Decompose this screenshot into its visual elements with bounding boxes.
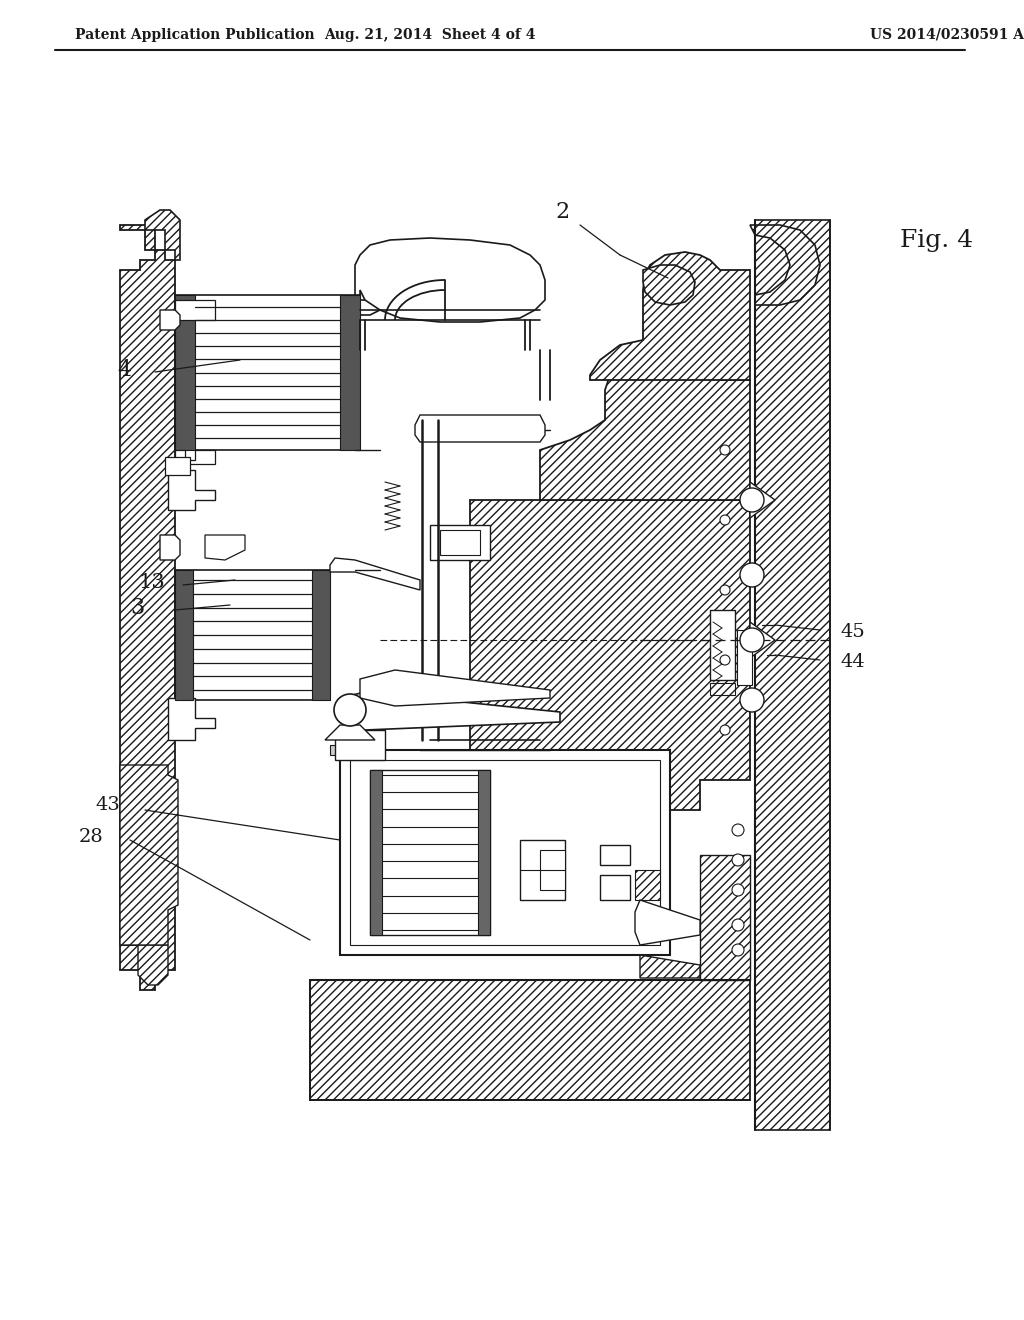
Polygon shape [168,698,215,741]
Bar [430,525,490,560]
Bar [175,570,330,700]
Text: 43: 43 [95,796,120,814]
Text: US 2014/0230591 A1: US 2014/0230591 A1 [870,28,1024,42]
Bar [350,760,660,945]
Circle shape [720,655,730,665]
Polygon shape [643,265,695,305]
Bar [175,294,360,450]
Polygon shape [750,224,820,305]
Polygon shape [635,900,700,945]
Polygon shape [755,220,830,1130]
Polygon shape [168,300,215,319]
Bar [175,570,193,700]
Polygon shape [470,500,750,880]
Polygon shape [168,470,215,510]
Polygon shape [360,265,520,315]
Polygon shape [175,450,215,469]
Polygon shape [120,945,168,985]
Bar [600,875,630,900]
Bar [440,531,480,554]
Bar [312,570,330,700]
Bar [520,840,565,900]
Bar [340,750,670,954]
Bar [737,630,752,685]
Circle shape [732,919,744,931]
Polygon shape [145,210,180,260]
Polygon shape [310,979,750,1100]
Bar [370,770,490,935]
Bar [478,770,490,935]
Polygon shape [700,855,750,979]
Polygon shape [750,482,775,517]
Polygon shape [160,535,180,560]
Text: 13: 13 [138,573,165,591]
Circle shape [720,445,730,455]
Bar [340,294,360,450]
Circle shape [720,515,730,525]
Bar [710,682,735,696]
Bar [370,770,382,935]
Text: 4: 4 [118,359,132,381]
Circle shape [334,694,366,726]
Text: 45: 45 [840,623,864,642]
Text: Aug. 21, 2014  Sheet 4 of 4: Aug. 21, 2014 Sheet 4 of 4 [325,28,536,42]
Circle shape [720,725,730,735]
Circle shape [732,944,744,956]
Polygon shape [205,535,245,560]
Text: Patent Application Publication: Patent Application Publication [75,28,314,42]
Circle shape [740,564,764,587]
Polygon shape [330,558,420,590]
Polygon shape [590,252,750,380]
Bar [175,294,195,450]
Polygon shape [330,744,370,755]
Text: Fig. 4: Fig. 4 [900,228,973,252]
Bar [335,730,385,760]
Bar [540,850,565,890]
Text: 44: 44 [840,653,864,671]
Circle shape [740,688,764,711]
Text: 2: 2 [556,201,570,223]
Bar [165,457,190,475]
Bar [635,870,660,900]
Circle shape [740,488,764,512]
Polygon shape [540,341,750,500]
Text: 28: 28 [78,828,103,846]
Polygon shape [415,414,545,442]
Polygon shape [355,238,545,322]
Text: 3: 3 [131,597,145,619]
Bar [600,845,630,865]
Polygon shape [360,671,550,706]
Polygon shape [340,692,560,730]
Polygon shape [750,622,775,657]
Polygon shape [120,224,175,990]
Polygon shape [325,725,375,741]
Circle shape [732,824,744,836]
Bar [710,610,735,680]
Circle shape [740,628,764,652]
Circle shape [732,854,744,866]
Circle shape [732,884,744,896]
Polygon shape [160,310,180,330]
Polygon shape [120,766,178,945]
Circle shape [720,585,730,595]
Polygon shape [640,954,700,978]
